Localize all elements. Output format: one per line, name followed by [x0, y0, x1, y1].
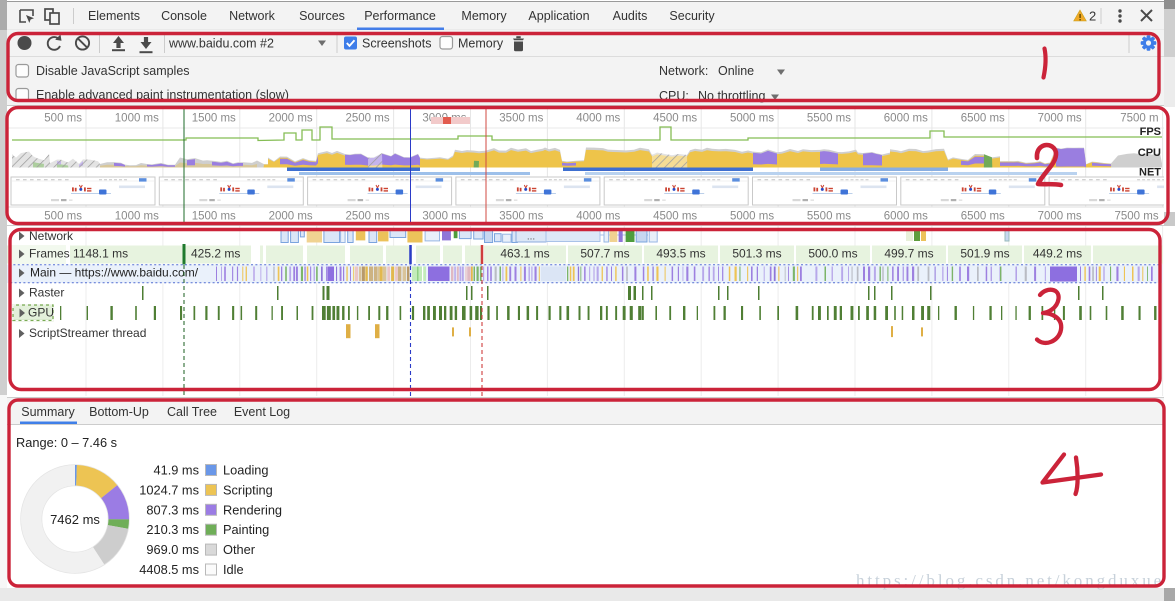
svg-text:2000 ms: 2000 ms [269, 113, 313, 125]
svg-text:969.0 ms: 969.0 ms [146, 542, 199, 557]
svg-text:7500 ms: 7500 ms [1114, 211, 1158, 223]
svg-text:807.3 ms: 807.3 ms [146, 502, 199, 517]
svg-text:449.2 ms: 449.2 ms [1033, 247, 1082, 261]
svg-text:1500 ms: 1500 ms [192, 113, 236, 125]
svg-text:Loading: Loading [223, 463, 269, 478]
svg-text:41.9 ms: 41.9 ms [153, 463, 199, 478]
svg-text:Network: Network [29, 229, 74, 243]
svg-text:210.3 ms: 210.3 ms [146, 522, 199, 537]
svg-text:425.2 ms: 425.2 ms [191, 247, 240, 261]
svg-text:1024.7 ms: 1024.7 ms [139, 482, 199, 497]
svg-text:Network:: Network: [659, 64, 708, 78]
svg-text:1500 ms: 1500 ms [192, 211, 236, 223]
svg-text:Event Log: Event Log [234, 405, 290, 419]
svg-text:Scripting: Scripting [223, 482, 273, 497]
svg-text:Main — https://www.baidu.com/: Main — https://www.baidu.com/ [30, 266, 199, 280]
svg-text:4000 ms: 4000 ms [576, 211, 620, 223]
svg-text:7500 m: 7500 m [1120, 113, 1158, 125]
svg-text:3500 ms: 3500 ms [499, 211, 543, 223]
svg-text:507.7 ms: 507.7 ms [580, 247, 629, 261]
svg-text:Idle: Idle [223, 562, 244, 577]
svg-text:ScriptStreamer thread: ScriptStreamer thread [29, 326, 146, 340]
svg-text:Console: Console [161, 9, 207, 23]
svg-text:1000 ms: 1000 ms [115, 211, 159, 223]
svg-text:www.baidu.com #2: www.baidu.com #2 [168, 37, 274, 51]
svg-text:5500 ms: 5500 ms [807, 113, 851, 125]
svg-text:5500 ms: 5500 ms [807, 211, 851, 223]
svg-text:7000 ms: 7000 ms [1038, 113, 1082, 125]
svg-text:Range: 0 – 7.46 s: Range: 0 – 7.46 s [16, 435, 117, 450]
svg-text:Raster: Raster [29, 286, 64, 300]
svg-text:501.9 ms: 501.9 ms [960, 247, 1009, 261]
svg-text:Memory: Memory [458, 37, 504, 51]
svg-text:CPU: CPU [1138, 147, 1161, 159]
svg-text:499.7 ms: 499.7 ms [884, 247, 933, 261]
svg-text:493.5 ms: 493.5 ms [656, 247, 705, 261]
svg-text:Screenshots: Screenshots [362, 37, 431, 51]
svg-text:Network: Network [229, 9, 276, 23]
svg-text:500 ms: 500 ms [44, 211, 82, 223]
svg-text:Security: Security [669, 9, 715, 23]
svg-text:Online: Online [718, 64, 754, 78]
svg-text:Frames: Frames [29, 247, 70, 261]
svg-text:6500 ms: 6500 ms [961, 211, 1005, 223]
svg-text:2000 ms: 2000 ms [269, 211, 313, 223]
svg-text:Application: Application [528, 9, 589, 23]
svg-text:2: 2 [1089, 9, 1096, 24]
svg-text:Summary: Summary [21, 405, 75, 419]
svg-text:5000 ms: 5000 ms [730, 211, 774, 223]
svg-text:Performance: Performance [364, 9, 436, 23]
svg-text:2500 ms: 2500 ms [345, 113, 389, 125]
svg-text:6000 ms: 6000 ms [884, 211, 928, 223]
svg-text:6500 ms: 6500 ms [961, 113, 1005, 125]
svg-text:500 ms: 500 ms [44, 113, 82, 125]
svg-text:...: ... [527, 232, 535, 243]
svg-text:6000 ms: 6000 ms [884, 113, 928, 125]
svg-text:GPU: GPU [28, 306, 54, 320]
svg-text:4500 ms: 4500 ms [653, 211, 697, 223]
svg-text:4500 ms: 4500 ms [653, 113, 697, 125]
svg-text:Audits: Audits [613, 9, 648, 23]
svg-text:Sources: Sources [299, 9, 345, 23]
svg-text:NET: NET [1139, 167, 1161, 179]
svg-text:3500 ms: 3500 ms [499, 113, 543, 125]
svg-text:Enable advanced paint instrume: Enable advanced paint instrumentation (s… [36, 88, 289, 102]
svg-text:4000 ms: 4000 ms [576, 113, 620, 125]
svg-text:Disable JavaScript samples: Disable JavaScript samples [36, 64, 190, 78]
svg-text:Rendering: Rendering [223, 502, 282, 517]
svg-text:7462 ms: 7462 ms [50, 512, 100, 527]
svg-text:500.0 ms: 500.0 ms [808, 247, 857, 261]
svg-text:Bottom-Up: Bottom-Up [89, 405, 149, 419]
svg-text:3000 ms: 3000 ms [422, 211, 466, 223]
svg-text:Call Tree: Call Tree [167, 405, 217, 419]
svg-text:4408.5 ms: 4408.5 ms [139, 562, 199, 577]
svg-text:1000 ms: 1000 ms [115, 113, 159, 125]
svg-text:2500 ms: 2500 ms [345, 211, 389, 223]
svg-text:1148.1 ms: 1148.1 ms [73, 247, 128, 261]
svg-text:Other: Other [223, 542, 256, 557]
svg-text:501.3 ms: 501.3 ms [732, 247, 781, 261]
svg-text:Elements: Elements [88, 9, 140, 23]
svg-text:FPS: FPS [1140, 126, 1161, 138]
svg-text:463.1 ms: 463.1 ms [500, 247, 549, 261]
svg-text:Memory: Memory [461, 9, 507, 23]
svg-text:7000 ms: 7000 ms [1038, 211, 1082, 223]
svg-text:Painting: Painting [223, 522, 269, 537]
svg-text:5000 ms: 5000 ms [730, 113, 774, 125]
